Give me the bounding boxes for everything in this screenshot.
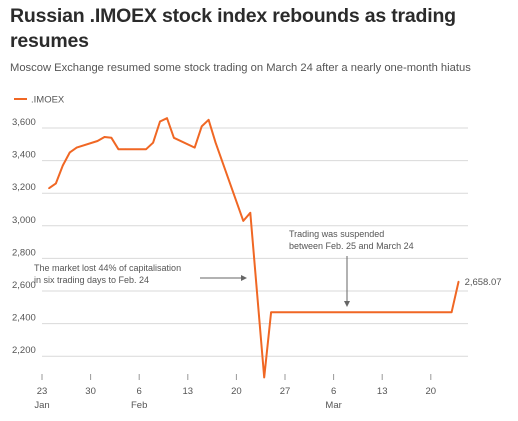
- chart-title: Russian .IMOEX stock index rebounds as t…: [10, 5, 456, 52]
- data-point: [145, 148, 147, 150]
- legend-label: .IMOEX: [31, 95, 65, 106]
- y-tick-label: 3,400: [12, 150, 36, 161]
- data-point: [214, 141, 217, 144]
- data-point: [159, 120, 161, 123]
- data-point: [110, 136, 113, 139]
- end-value-label: 2,658.07: [465, 277, 502, 288]
- chart-subtitle: Moscow Exchange resumed some stock tradi…: [10, 62, 471, 74]
- x-tick-label: 20: [231, 386, 242, 397]
- data-point: [450, 311, 453, 313]
- data-point: [457, 280, 460, 283]
- data-point: [200, 125, 203, 128]
- annotation-arrowhead-2: [344, 301, 350, 307]
- x-tick-label: 13: [377, 386, 388, 397]
- data-point: [96, 140, 99, 142]
- data-point: [152, 141, 154, 144]
- annotation-capitalisation-line1: The market lost 44% of capitalisation: [34, 263, 181, 273]
- x-tick-month: Mar: [325, 400, 341, 411]
- annotation-capitalisation-line2: in six trading days to Feb. 24: [34, 275, 149, 285]
- data-point: [173, 136, 175, 139]
- data-point: [75, 146, 78, 149]
- data-point: [207, 119, 210, 121]
- data-point: [221, 161, 224, 164]
- series-line-imoex: [48, 117, 460, 379]
- data-point: [62, 164, 64, 167]
- x-tick-month: Jan: [34, 400, 49, 411]
- x-tick-label: 23: [37, 386, 48, 397]
- y-tick-label: 3,600: [12, 117, 36, 128]
- y-tick-label: 2,400: [12, 313, 36, 324]
- data-point: [124, 148, 127, 150]
- y-tick-label: 3,200: [12, 182, 36, 193]
- data-point: [117, 148, 120, 150]
- data-point: [103, 136, 106, 138]
- data-point: [48, 187, 50, 190]
- y-tick-label: 3,000: [12, 215, 36, 226]
- y-tick-label: 2,800: [12, 247, 36, 258]
- data-point: [68, 151, 71, 154]
- data-point: [242, 220, 245, 222]
- x-tick-label: 6: [137, 386, 142, 397]
- data-point: [166, 117, 168, 120]
- x-tick-month: Feb: [131, 400, 147, 411]
- data-point: [270, 311, 272, 313]
- y-tick-label: 2,200: [12, 345, 36, 356]
- annotation-suspended-line1: Trading was suspended: [289, 229, 384, 239]
- annotation-arrowhead-1: [241, 275, 247, 281]
- data-point: [193, 146, 196, 149]
- y-tick-label: 2,600: [12, 280, 36, 291]
- annotation-suspended-line2: between Feb. 25 and March 24: [289, 241, 414, 251]
- data-point: [249, 211, 252, 214]
- x-tick-label: 27: [280, 386, 291, 397]
- x-tick-label: 6: [331, 386, 336, 397]
- x-tick-label: 30: [85, 386, 96, 397]
- x-tick-label: 13: [183, 386, 194, 397]
- data-point: [55, 182, 57, 185]
- data-point: [263, 376, 265, 379]
- x-tick-label: 20: [426, 386, 437, 397]
